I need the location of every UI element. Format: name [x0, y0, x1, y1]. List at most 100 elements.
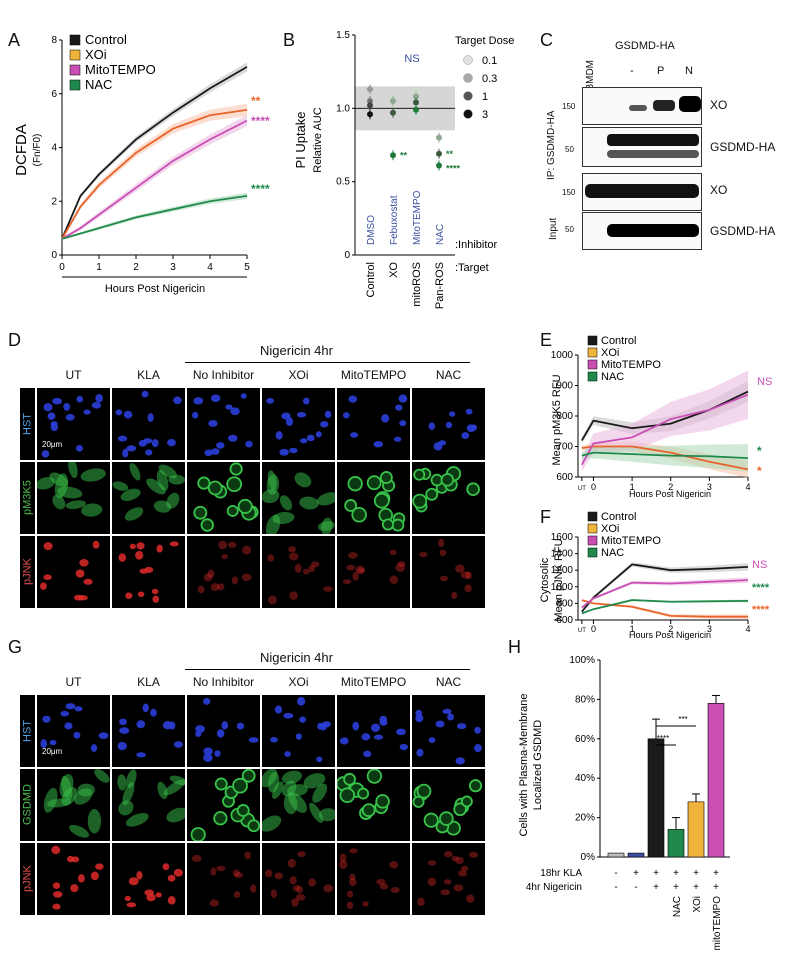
nucleus — [209, 899, 219, 907]
nucleus — [398, 394, 408, 403]
dot — [436, 162, 442, 169]
cell — [272, 511, 295, 525]
nucleus — [144, 566, 154, 574]
cell — [81, 503, 103, 517]
nucleus — [203, 747, 213, 756]
nucleus — [417, 897, 425, 907]
micrograph-cells — [412, 779, 483, 836]
micrograph-cells — [118, 541, 179, 603]
bar-4 — [687, 801, 705, 858]
x-tick-label: 1 — [630, 482, 635, 492]
legend-label: NAC — [601, 547, 624, 559]
nucleus — [348, 395, 358, 403]
nucleus — [167, 438, 176, 447]
legend-label-xoi: XOi — [85, 47, 107, 62]
nucleus — [241, 573, 252, 581]
nucleus — [297, 696, 306, 706]
panel-c-lane-minus: - — [630, 65, 634, 77]
nucleus — [42, 715, 51, 723]
micrograph-cells — [264, 851, 334, 907]
panel-a-sig-mito: **** — [251, 114, 270, 128]
dose-label: 3 — [482, 109, 488, 121]
x-tick-label: 0 — [591, 482, 596, 492]
cell — [197, 476, 211, 490]
cell — [69, 824, 90, 838]
cell — [361, 803, 376, 818]
band-nac — [581, 444, 748, 472]
micrograph-tile — [37, 843, 110, 915]
nucleus — [245, 440, 253, 448]
cell — [413, 468, 426, 481]
x-tick-label: 3 — [707, 482, 712, 492]
nucleus — [244, 851, 251, 860]
nucleus — [389, 575, 399, 585]
nucleus — [373, 441, 384, 448]
micrograph-cells — [419, 538, 472, 600]
nucleus — [75, 569, 85, 578]
cell — [375, 794, 390, 809]
y-tick-label: 4 — [51, 143, 57, 154]
dose-label: 1 — [482, 91, 488, 103]
nucleus — [324, 410, 332, 419]
cell — [229, 462, 243, 476]
cell — [120, 488, 141, 501]
nucleus — [117, 435, 128, 442]
cell — [351, 506, 367, 523]
micrograph-tile — [112, 695, 185, 767]
nucleus — [173, 396, 182, 405]
nucleus — [208, 419, 218, 427]
nucleus — [302, 397, 310, 405]
nucleus — [355, 565, 365, 575]
micrograph-tile — [112, 388, 185, 460]
nucleus — [292, 885, 300, 892]
y-tick-label: 800 — [556, 411, 573, 422]
dose-label: 0.1 — [482, 55, 497, 67]
micrograph-tile — [37, 388, 110, 460]
legend-swatch — [587, 535, 598, 546]
nucleus — [460, 865, 469, 872]
micrograph-cells — [192, 393, 253, 457]
nucleus — [295, 733, 302, 740]
row1-mark: + — [673, 868, 679, 879]
nucleus — [214, 750, 221, 757]
micrograph-tile — [112, 462, 185, 534]
nucleus — [346, 901, 354, 909]
nucleus — [203, 573, 213, 582]
nucleus — [395, 563, 406, 572]
nucleus — [267, 554, 275, 562]
micrograph-tile — [37, 536, 110, 608]
micrograph-cells — [37, 462, 106, 517]
row2-mark: + — [673, 882, 679, 893]
cell — [266, 474, 280, 495]
nucleus — [389, 861, 399, 869]
micrograph-cells — [262, 769, 335, 832]
micrograph-cells — [267, 546, 333, 605]
nucleus — [288, 552, 299, 561]
nucleus — [83, 578, 93, 585]
micrograph-tile — [187, 388, 260, 460]
panel-f-ylabel2: Mean pJNK RFU — [553, 538, 565, 621]
cell — [37, 477, 55, 490]
micrograph-tile — [337, 769, 410, 841]
nucleus — [210, 448, 220, 455]
nucleus — [52, 397, 62, 405]
nucleus — [442, 708, 452, 715]
cell — [118, 800, 134, 816]
micrograph-cells — [417, 850, 479, 907]
panel-e-sig-xoi: * — [757, 464, 762, 478]
nucleus — [455, 564, 465, 573]
legend-label: Control — [601, 335, 636, 347]
nucleus — [376, 878, 386, 886]
nucleus — [348, 552, 358, 559]
dose-swatch — [463, 91, 473, 101]
cell — [468, 779, 483, 793]
legend-swatch — [587, 523, 598, 534]
cell — [52, 494, 66, 510]
micrograph-tile — [187, 536, 260, 608]
nucleus — [143, 438, 153, 444]
nucleus — [346, 564, 356, 571]
legend-label: MitoTEMPO — [601, 535, 661, 547]
nucleus — [447, 713, 454, 721]
nucleus — [40, 582, 47, 590]
